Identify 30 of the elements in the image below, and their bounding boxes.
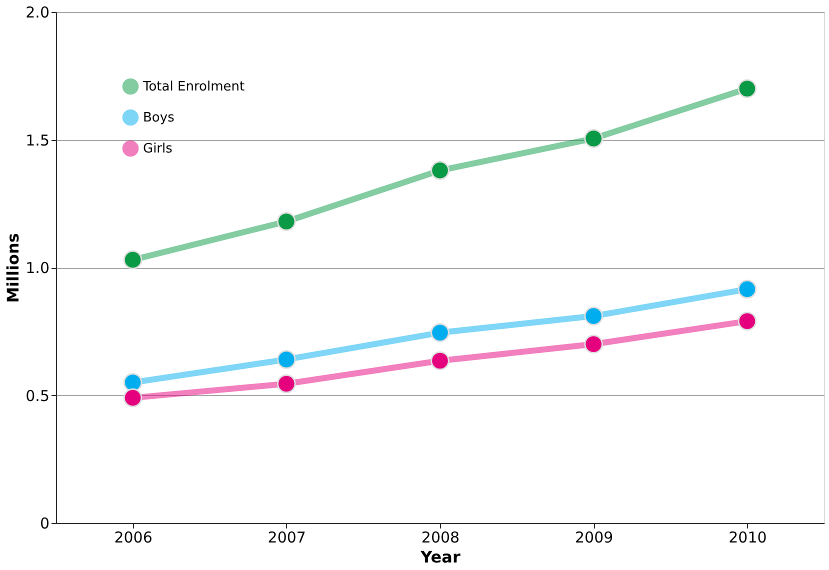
- legend-label: Total Enrolment: [142, 80, 245, 94]
- x-tick-label: 2010: [728, 528, 767, 546]
- x-tick-label: 2008: [421, 528, 460, 546]
- point: [123, 250, 142, 270]
- point: [123, 373, 142, 392]
- point: [276, 212, 296, 231]
- legend-label: Boys: [143, 110, 175, 126]
- point: [276, 374, 296, 394]
- y-tick-label: 0.5: [26, 386, 50, 405]
- point: [430, 161, 450, 180]
- point: [276, 350, 296, 369]
- point: [738, 79, 757, 98]
- point: [738, 312, 757, 331]
- point: [584, 129, 604, 148]
- y-tick-label: 2.0: [26, 4, 50, 22]
- y-tick-label: 1.5: [26, 131, 50, 150]
- point: [430, 351, 450, 370]
- x-axis-title: Year: [420, 548, 460, 566]
- y-tick-label: 1.0: [26, 259, 50, 277]
- y-tick-label: 0: [40, 514, 50, 532]
- point: [584, 306, 604, 326]
- point: [123, 388, 142, 408]
- x-tick-label: 2009: [575, 528, 614, 546]
- point: [738, 280, 757, 299]
- point: [584, 334, 604, 354]
- x-tick-label: 2007: [268, 528, 306, 546]
- point: [430, 323, 450, 342]
- legend-label: Girls: [143, 142, 173, 156]
- x-tick-label: 2006: [114, 528, 152, 546]
- y-axis-title: Millions: [4, 233, 23, 303]
